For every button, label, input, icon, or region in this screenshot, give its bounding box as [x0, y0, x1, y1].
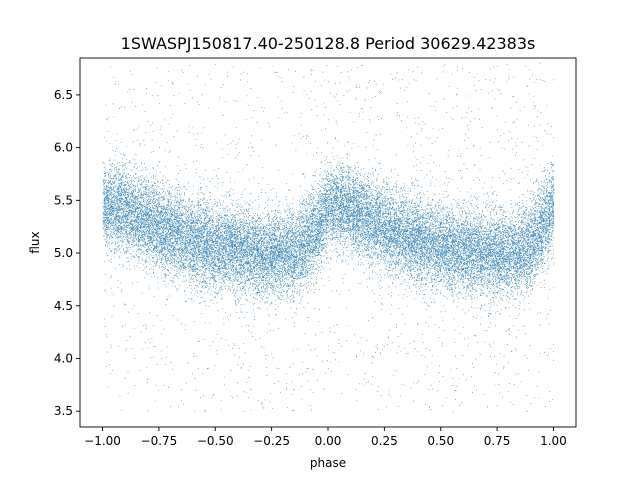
x-tick-label: 0.75: [484, 434, 511, 448]
y-tick-label: 3.5: [54, 404, 73, 418]
x-tick-label: 0.50: [427, 434, 454, 448]
x-tick-label: 0.25: [371, 434, 398, 448]
x-tick-label: −0.75: [141, 434, 178, 448]
y-axis-label: flux: [28, 231, 42, 253]
y-tick-label: 5.0: [54, 246, 73, 260]
x-tick-label: −0.50: [197, 434, 234, 448]
x-tick-label: −1.00: [84, 434, 121, 448]
scatter-points: [102, 63, 555, 413]
y-tick-label: 5.5: [54, 193, 73, 207]
x-tick-label: 0.00: [315, 434, 342, 448]
x-tick-label: −0.25: [253, 434, 290, 448]
y-tick-label: 6.5: [54, 88, 73, 102]
y-axis: 3.5 4.0 4.5 5.0 5.5 6.0 6.5: [54, 88, 80, 418]
x-axis: −1.00 −0.75 −0.50 −0.25 0.00 0.25 0.50 0.75 1.00: [84, 427, 567, 448]
x-tick-label: 1.00: [540, 434, 567, 448]
y-tick-label: 4.0: [54, 351, 73, 365]
y-tick-label: 6.0: [54, 141, 73, 155]
data-points: [102, 63, 555, 413]
y-tick-label: 4.5: [54, 299, 73, 313]
chart-title: 1SWASPJ150817.40-250128.8 Period 30629.4…: [121, 34, 536, 53]
x-axis-label: phase: [310, 456, 346, 470]
